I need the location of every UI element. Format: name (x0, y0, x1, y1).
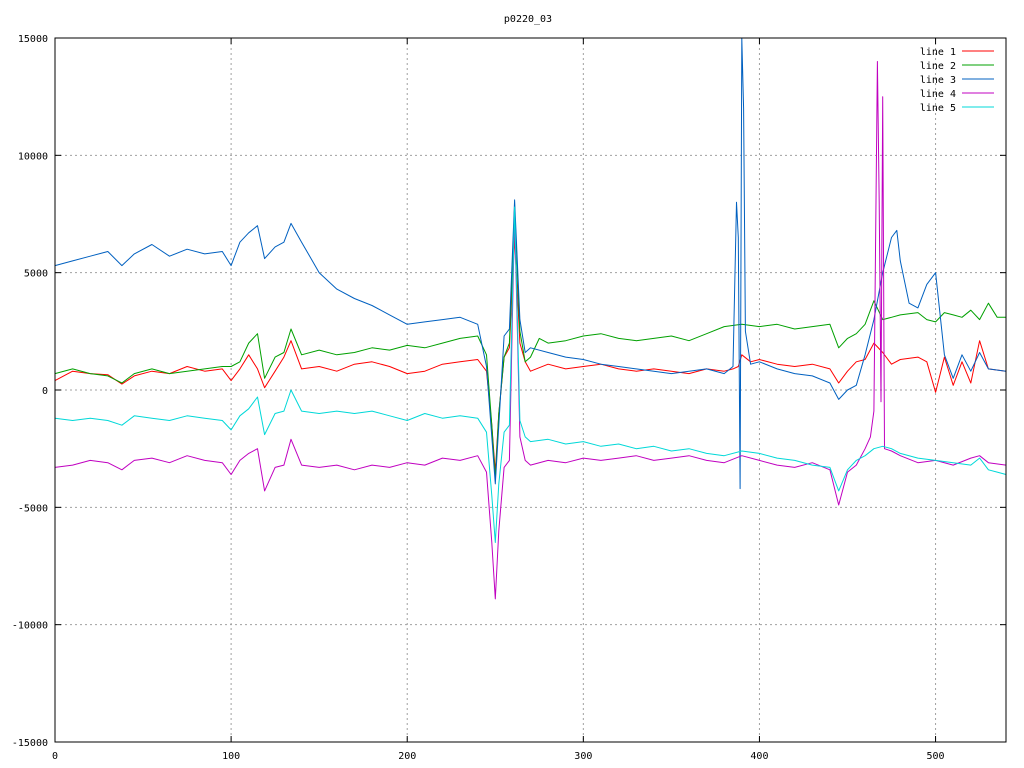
legend-label: line 5 (920, 103, 956, 114)
series-3-line (54, 37, 1007, 490)
series-2-line (54, 206, 1006, 480)
y-tick-label: 0 (42, 386, 48, 397)
series-4-line (54, 61, 1007, 600)
x-tick-label: 300 (574, 751, 592, 762)
y-tick-label: -15000 (12, 738, 48, 749)
y-tick-label: 5000 (24, 269, 48, 280)
x-tick-label: 400 (750, 751, 768, 762)
series-lines (54, 37, 1007, 600)
x-tick-label: 500 (927, 751, 945, 762)
x-tick-label: 100 (222, 751, 240, 762)
legend: line 1 line 2 line 3 line 4 line 5 (920, 47, 994, 114)
legend-label: line 3 (920, 75, 956, 86)
chart-title: p0220_03 (504, 14, 552, 25)
y-tick-label: -5000 (18, 503, 48, 514)
legend-label: line 2 (920, 61, 956, 72)
x-tick-label: 200 (398, 751, 416, 762)
x-tick-label: 0 (52, 751, 58, 762)
legend-label: line 4 (920, 89, 956, 100)
grid (55, 38, 1006, 742)
series-1-line (54, 237, 1007, 473)
series-5-line (54, 206, 1007, 543)
plot-frame (54, 37, 1007, 743)
legend-label: line 1 (920, 47, 956, 58)
y-tick-label: 15000 (18, 34, 48, 45)
y-tick-label: -10000 (12, 621, 48, 632)
y-tick-label: 10000 (18, 151, 48, 162)
